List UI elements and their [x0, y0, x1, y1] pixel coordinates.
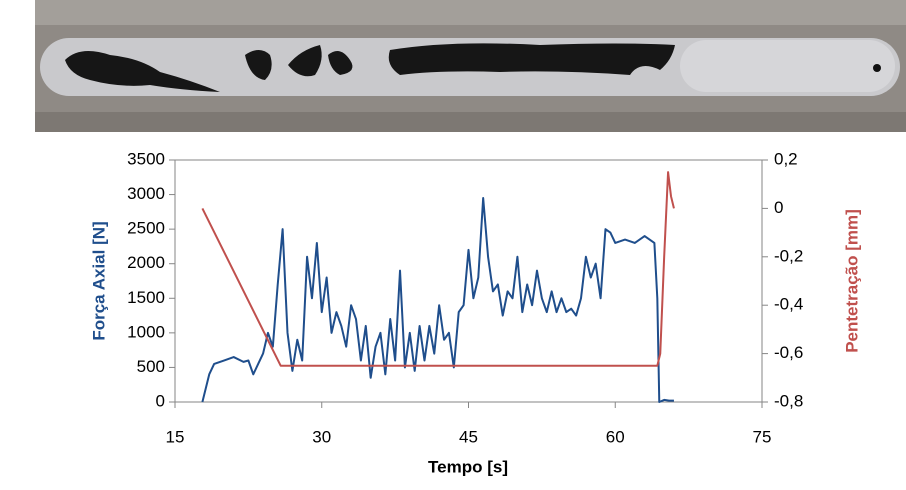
y-tick-label: 3500 [127, 149, 165, 168]
y2-tick-label: 0 [774, 198, 783, 217]
y2-tick-label: -0,8 [774, 391, 803, 410]
x-axis-label: Tempo [s] [428, 457, 508, 476]
x-tick-label: 15 [166, 427, 185, 446]
x-tick-label: 75 [753, 427, 772, 446]
y-tick-label: 1000 [127, 322, 165, 341]
y-tick-label: 2500 [127, 219, 165, 238]
y-axis-label: Força Axial [N] [89, 221, 108, 340]
y-tick-label: 1500 [127, 288, 165, 307]
x-tick-label: 45 [459, 427, 478, 446]
y-tick-label: 500 [137, 357, 165, 376]
y-tick-label: 2000 [127, 253, 165, 272]
x-tick-label: 60 [606, 427, 625, 446]
y2-axis-label: Pentetração [mm] [842, 209, 861, 353]
y-tick-label: 3000 [127, 184, 165, 203]
data-line [201, 197, 674, 403]
y-tick-label: 0 [156, 391, 165, 410]
y2-tick-label: -0,2 [774, 246, 803, 265]
data-line [201, 171, 675, 367]
x-tick-label: 30 [312, 427, 331, 446]
sample-photo [35, 0, 906, 132]
y2-tick-label: -0,4 [774, 295, 803, 314]
y2-tick-label: -0,6 [774, 343, 803, 362]
y2-tick-label: 0,2 [774, 149, 798, 168]
